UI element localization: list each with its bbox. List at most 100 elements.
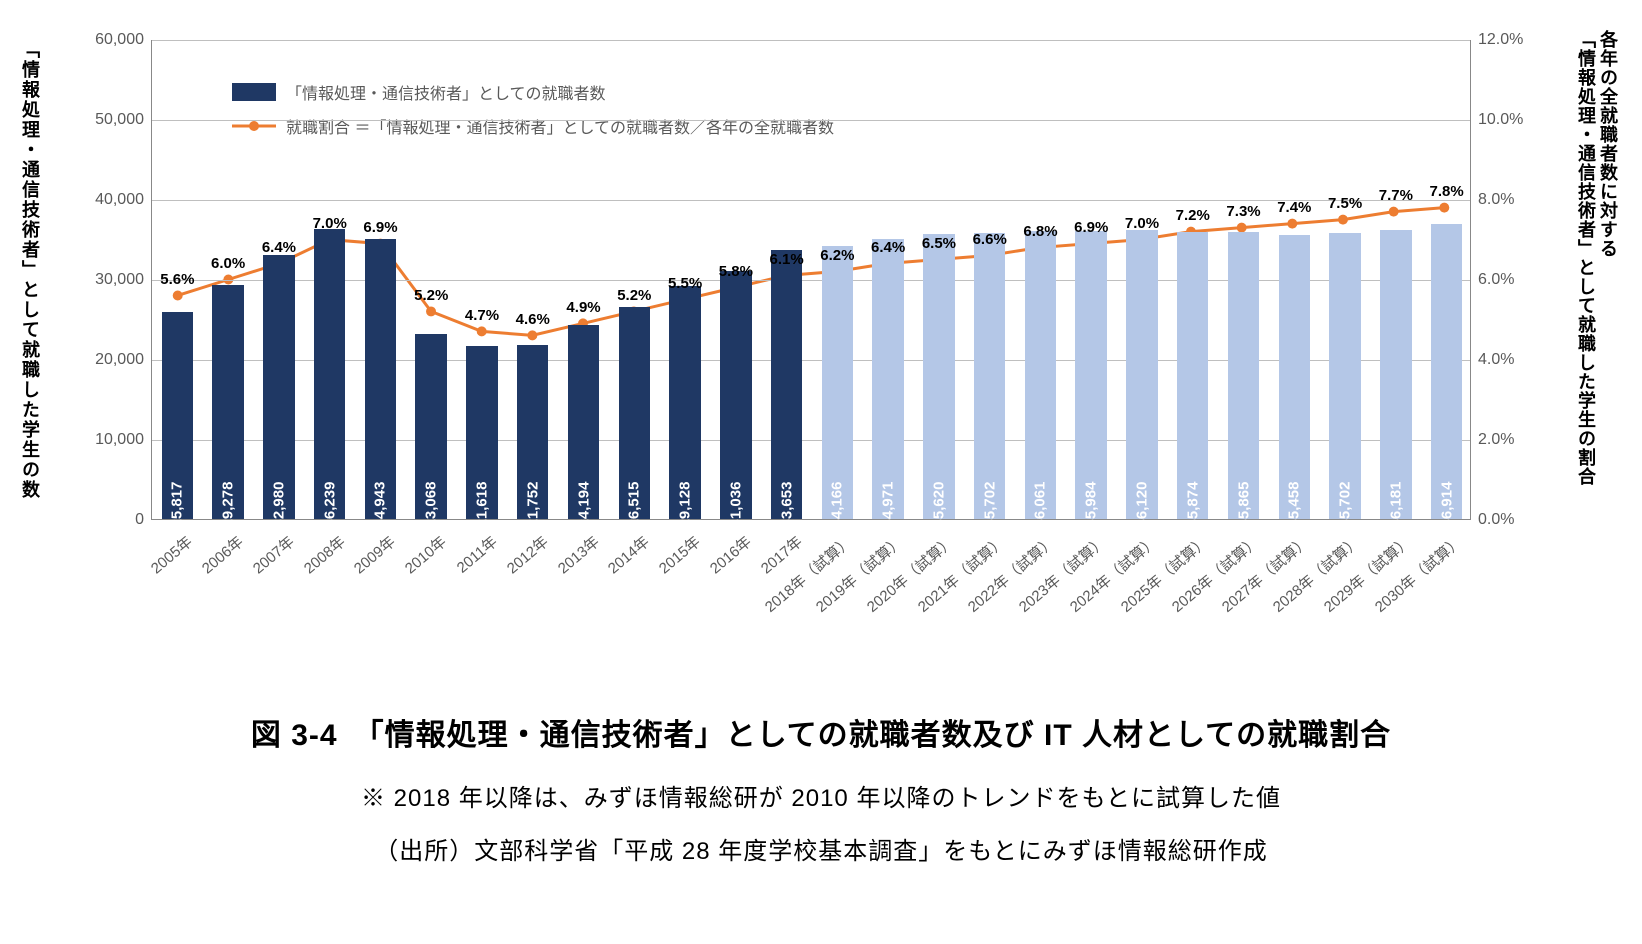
pct-label: 6.4% xyxy=(262,239,296,256)
x-axis-label: 2008年 xyxy=(299,531,350,578)
x-axis-label: 2005年 xyxy=(146,531,197,578)
y-left-tick: 0 xyxy=(135,511,144,529)
x-axis-label: 2015年 xyxy=(654,531,705,578)
bar-value-label: 34,943 xyxy=(372,482,389,528)
y-right-tick: 0.0% xyxy=(1478,511,1514,529)
bar-forecast: 36,120 xyxy=(1126,230,1157,519)
gridline xyxy=(152,120,1470,121)
gridline xyxy=(152,360,1470,361)
trend-marker xyxy=(1439,203,1449,213)
pct-label: 6.1% xyxy=(770,251,804,268)
bar-value-label: 36,181 xyxy=(1387,482,1404,528)
bar-value-label: 21,618 xyxy=(473,482,490,528)
bar-actual: 24,194 xyxy=(568,325,599,519)
bar-actual: 33,653 xyxy=(771,250,802,519)
bar-actual: 21,618 xyxy=(466,346,497,519)
figure-title: 図 3-4 「情報処理・通信技術者」としての就職者数及び IT 人材としての就職… xyxy=(71,710,1571,754)
x-axis-label: 2016年 xyxy=(705,531,756,578)
y-right-tick: 4.0% xyxy=(1478,351,1514,369)
pct-label: 6.9% xyxy=(363,219,397,236)
x-axis-label: 2010年 xyxy=(400,531,451,578)
legend-item-line: 就職割合 ＝「情報処理・通信技術者」としての就職者数／各年の全就職者数 xyxy=(232,114,834,138)
y-left-tick: 40,000 xyxy=(95,191,144,209)
bar-actual: 32,980 xyxy=(263,255,294,519)
gridline xyxy=(152,440,1470,441)
figure-source: （出所）文部科学省「平成 28 年度学校基本調査」をもとにみずほ情報総研作成 xyxy=(71,831,1571,866)
pct-label: 7.3% xyxy=(1226,203,1260,220)
pct-label: 5.6% xyxy=(160,271,194,288)
legend-label-bars: 「情報処理・通信技術者」としての就職者数 xyxy=(286,80,606,104)
bar-forecast: 35,458 xyxy=(1279,235,1310,519)
bar-actual: 26,515 xyxy=(619,307,650,519)
legend-item-bars: 「情報処理・通信技術者」としての就職者数 xyxy=(232,80,834,104)
pct-label: 6.6% xyxy=(973,231,1007,248)
x-axis-label: 2011年 xyxy=(452,531,502,577)
y-left-tick: 10,000 xyxy=(95,431,144,449)
bar-value-label: 36,120 xyxy=(1133,482,1150,528)
caption-block: 図 3-4 「情報処理・通信技術者」としての就職者数及び IT 人材としての就職… xyxy=(71,710,1571,866)
trend-marker xyxy=(1237,223,1247,233)
y-left-tick: 50,000 xyxy=(95,111,144,129)
pct-label: 5.8% xyxy=(719,263,753,280)
bar-value-label: 32,980 xyxy=(270,482,287,528)
y-right-tick: 10.0% xyxy=(1478,111,1523,129)
bar-value-label: 36,239 xyxy=(321,482,338,528)
trend-marker xyxy=(1389,207,1399,217)
y-right-tick: 12.0% xyxy=(1478,31,1523,49)
bar-value-label: 26,515 xyxy=(626,482,643,528)
pct-label: 7.7% xyxy=(1379,187,1413,204)
bar-value-label: 29,128 xyxy=(677,482,694,528)
x-axis-label: 2006年 xyxy=(197,531,248,578)
y-left-tick: 60,000 xyxy=(95,31,144,49)
legend-label-line: 就職割合 ＝「情報処理・通信技術者」としての就職者数／各年の全就職者数 xyxy=(286,114,834,138)
bar-actual: 29,128 xyxy=(669,286,700,519)
bar-value-label: 23,068 xyxy=(423,482,440,528)
pct-label: 7.0% xyxy=(313,215,347,232)
gridline xyxy=(152,200,1470,201)
y-right-axis-title-2: 各年の全就職者数に対する xyxy=(1599,30,1621,258)
x-axis-label: 2009年 xyxy=(349,531,400,578)
pct-label: 7.0% xyxy=(1125,215,1159,232)
bar-forecast: 34,971 xyxy=(872,239,903,519)
bar-value-label: 34,166 xyxy=(829,482,846,528)
bar-value-label: 34,971 xyxy=(880,482,897,528)
pct-label: 6.0% xyxy=(211,255,245,272)
trend-marker xyxy=(477,326,487,336)
bar-actual: 25,817 xyxy=(162,312,193,519)
bar-forecast: 36,914 xyxy=(1431,224,1462,519)
pct-label: 6.8% xyxy=(1023,223,1057,240)
x-axis-label: 2007年 xyxy=(248,531,299,578)
pct-label: 4.7% xyxy=(465,307,499,324)
bar-forecast: 35,702 xyxy=(1329,233,1360,519)
bar-value-label: 25,817 xyxy=(169,482,186,528)
bar-forecast: 35,702 xyxy=(974,233,1005,519)
bar-actual: 21,752 xyxy=(517,345,548,519)
bar-actual: 34,943 xyxy=(365,239,396,519)
bar-actual: 31,036 xyxy=(720,271,751,519)
trend-marker xyxy=(173,290,183,300)
bar-actual: 23,068 xyxy=(415,334,446,519)
pct-label: 6.4% xyxy=(871,239,905,256)
bar-value-label: 36,061 xyxy=(1032,482,1049,528)
bar-forecast: 36,181 xyxy=(1380,230,1411,519)
gridline xyxy=(152,40,1470,41)
plot-area: 「情報処理・通信技術者」としての就職者数 就職割合 ＝「情報処理・通信技術者」と… xyxy=(151,40,1471,520)
bar-value-label: 35,702 xyxy=(981,482,998,528)
pct-label: 5.5% xyxy=(668,275,702,292)
pct-label: 6.9% xyxy=(1074,219,1108,236)
x-axis-label: 2012年 xyxy=(502,531,553,578)
bar-value-label: 21,752 xyxy=(524,482,541,528)
x-axis-label: 2030年（試算） xyxy=(1370,531,1467,617)
pct-label: 4.9% xyxy=(566,299,600,316)
bar-value-label: 29,278 xyxy=(220,482,237,528)
gridline xyxy=(152,280,1470,281)
bar-forecast: 35,620 xyxy=(923,234,954,519)
pct-label: 5.2% xyxy=(617,287,651,304)
bar-value-label: 35,620 xyxy=(930,482,947,528)
bar-forecast: 34,166 xyxy=(822,246,853,519)
pct-label: 5.2% xyxy=(414,287,448,304)
pct-label: 7.5% xyxy=(1328,195,1362,212)
bar-value-label: 35,865 xyxy=(1235,482,1252,528)
bar-value-label: 36,914 xyxy=(1438,482,1455,528)
legend-swatch-bar xyxy=(232,83,276,101)
